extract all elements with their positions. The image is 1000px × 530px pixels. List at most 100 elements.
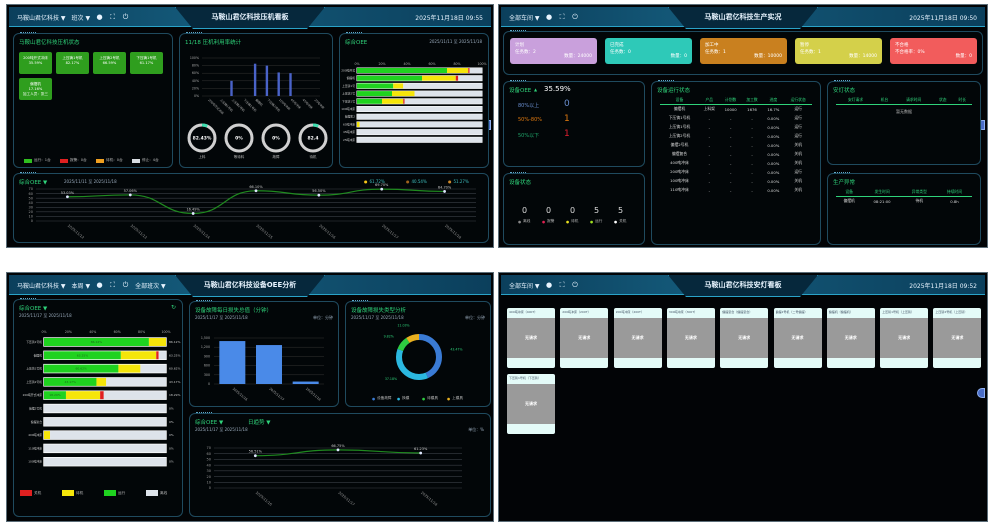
loss-bar — [219, 341, 246, 384]
power-icon[interactable]: ⏻ — [122, 13, 129, 21]
card-task-count: 任务数：0 — [610, 50, 631, 55]
table-row[interactable]: 400吨冲床 - - - 0.00% 关机 — [660, 159, 812, 168]
power-icon[interactable]: ⏻ — [572, 281, 578, 289]
table-cell: 0.00% — [767, 160, 780, 166]
bar-segment — [44, 391, 66, 400]
andon-station-card[interactable]: 200吨冲床（200T） 无请求 — [613, 308, 662, 368]
shift-dropdown[interactable]: 全部班次 ▼ — [135, 283, 166, 290]
bar-segment — [44, 417, 166, 426]
task-card[interactable]: 不合格 不合格率：0% 数量：0 — [890, 38, 977, 64]
panel-title: 11/18 压机利用率统计 — [185, 40, 242, 46]
status-legend-item: 报警：0台 — [60, 158, 87, 163]
fullscreen-icon[interactable]: ⛶ — [110, 281, 116, 289]
theme-icon[interactable]: ● — [545, 13, 553, 21]
x-tick-label: 偏摆机 — [254, 97, 264, 107]
andon-station-card[interactable]: 上压铸2号机（上压铸） 无请求 — [933, 308, 982, 368]
andon-station-card[interactable]: 300吨冲床（300T） 无请求 — [666, 308, 715, 368]
machine-tile[interactable]: 下压铸1号机 61.17% — [130, 52, 163, 74]
task-card[interactable]: 暂停 任务数：1 数量：14000 — [795, 38, 882, 64]
table-row[interactable]: 上压铸2号机 - - - 0.00% 运行 — [660, 132, 812, 141]
table-row[interactable]: 偏摆机 08:21:00 待机 0.8h — [836, 197, 972, 206]
factory-dropdown[interactable]: 马鞍山君亿科技 ▼ — [17, 15, 66, 22]
power-icon[interactable]: ⏻ — [572, 13, 578, 21]
table-cell: 0.00% — [767, 178, 780, 184]
table-row[interactable]: 110吨冲床 - - - 0.00% 关机 — [660, 186, 812, 195]
table-row[interactable]: 下压铸1号机 - - - 0.00% 运行 — [660, 114, 812, 123]
data-point — [317, 193, 321, 197]
station-status: 无请求 — [507, 384, 555, 424]
side-toggle-button[interactable] — [977, 388, 985, 398]
row-label: 45吨冲床 — [343, 130, 355, 134]
shift-oee-value: 61.72% — [369, 179, 385, 184]
table-row[interactable]: 偏摆机 上料架 10000 1676 16.7% 运行 — [660, 105, 812, 114]
table-cell: 运行 — [794, 133, 802, 138]
andon-station-card[interactable]: 200吨冲床（200T） 无请求 — [560, 308, 609, 368]
x-tick-label: 2025/11/16 — [255, 491, 273, 507]
y-tick-label: 60 — [207, 452, 211, 456]
row-total: 0% — [169, 407, 174, 411]
x-tick-label: 2025/11/13 — [130, 224, 148, 240]
andon-station-card[interactable]: 400吨冲床（400T） 无请求 — [507, 308, 555, 368]
fullscreen-icon[interactable]: ⛶ — [110, 13, 116, 21]
table-cell: - — [751, 187, 753, 193]
legend-dot: ● — [372, 396, 376, 401]
utilization-chart: 0%20%40%60%80%100%200吨开式冲床上压铸1号机上压铸2号机下压… — [187, 56, 328, 159]
workshop-dropdown[interactable]: 全部车间 ▼ — [509, 15, 540, 22]
fullscreen-icon[interactable]: ⛶ — [559, 13, 565, 21]
task-card[interactable]: 已完成 任务数：0 数量：0 — [605, 38, 692, 64]
table-row[interactable]: 100吨冲床 - - - 0.00% 关机 — [660, 177, 812, 186]
donut-slice — [396, 334, 442, 380]
table-row[interactable]: 上压铸1号机 - - - 0.00% 运行 — [660, 123, 812, 132]
andon-station-card[interactable]: 上压铸1号机（上压铸） 无请求 — [880, 308, 929, 368]
legend-label: 运行：1台 — [34, 158, 51, 162]
machine-tile[interactable]: 上压铸2号机 66.59% — [93, 52, 126, 74]
andon-station-card[interactable]: 偏摆复合（偏摆复合） 无请求 — [720, 308, 769, 368]
table-cell: - — [708, 142, 710, 148]
table-cell: 关机 — [794, 187, 802, 192]
table-row[interactable]: 偏摆复合 - - - 0.00% 关机 — [660, 150, 812, 159]
andon-station-card[interactable]: 偏摆2号机（二号偏摆） 无请求 — [773, 308, 822, 368]
table-row[interactable]: 200吨冲床 - - - 0.00% 运行 — [660, 168, 812, 177]
workshop-dropdown[interactable]: 全部车间 ▼ — [509, 283, 540, 290]
refresh-icon[interactable]: ↻ — [170, 304, 176, 311]
task-card[interactable]: 计划 任务数：2 数量：24000 — [510, 38, 597, 64]
andon-station-card[interactable]: 下压铸1号机（下压铸） 无请求 — [507, 374, 555, 434]
x-tick-label: 80% — [453, 62, 460, 66]
header-time: 2025年11月18日 09:50 — [909, 15, 977, 22]
machine-tile[interactable]: 上压铸1号机 82.17% — [56, 52, 89, 74]
status-count: 0 — [522, 206, 528, 215]
x-tick-label: 80% — [138, 330, 145, 334]
table-cell: 0.00% — [767, 169, 780, 175]
production-screenshot: 马鞍山君亿科技生产实况 全部车间 ▼ ● ⛶ ⏻ 2025年11月18日 09:50 计划任… — [498, 4, 988, 248]
fullscreen-icon[interactable]: ⛶ — [559, 281, 565, 289]
machine-tile[interactable]: 200吨开式冲床 35.59% — [19, 52, 52, 74]
utilization-bar — [289, 73, 292, 96]
shift-summary: ● 51.27% — [448, 179, 469, 184]
header-bar: 马鞍山君亿科技安灯看板 全部车间 ▼ ● ⛶ ⏻ 2025年11月18日 09:52 — [501, 275, 985, 297]
theme-icon[interactable]: ● — [96, 13, 103, 21]
bar-segment — [44, 444, 166, 453]
table-cell: - — [729, 142, 732, 148]
status-dot: ● — [542, 219, 546, 224]
oee-type-dropdown[interactable]: 综合OEE ▼ — [195, 420, 224, 426]
theme-icon[interactable]: ● — [545, 281, 553, 289]
panel-title: 综合OEE — [345, 40, 368, 46]
shift-dropdown[interactable]: 班次 ▼ — [71, 15, 91, 22]
task-card[interactable]: 加工中 任务数：1 数量：10000 — [700, 38, 787, 64]
power-icon[interactable]: ⏻ — [122, 281, 129, 289]
machine-tile[interactable]: 偏摆机 17.16% 加工人员：张三 — [19, 78, 52, 100]
legend-dot: ● — [422, 396, 426, 401]
theme-icon[interactable]: ● — [96, 281, 103, 289]
table-cell: - — [751, 124, 753, 130]
trend-mode-dropdown[interactable]: 日趋势 ▼ — [248, 420, 271, 426]
legend-dot: ● — [397, 396, 401, 401]
table-cell: 0.8h — [950, 198, 959, 204]
table-row[interactable]: 偏摆2号机 - - - 0.00% 关机 — [660, 141, 812, 150]
legend-label: 报警：0台 — [70, 158, 87, 162]
andon-station-card[interactable]: 偏摆机（偏摆机） 无请求 — [826, 308, 875, 368]
period-dropdown[interactable]: 本周 ▼ — [71, 283, 91, 290]
table-cell: 运行 — [794, 124, 802, 129]
table-cell: 0.00% — [767, 115, 780, 121]
oee-trend-icon: ▲ — [534, 87, 538, 92]
factory-dropdown[interactable]: 马鞍山君亿科技 ▼ — [17, 283, 66, 290]
